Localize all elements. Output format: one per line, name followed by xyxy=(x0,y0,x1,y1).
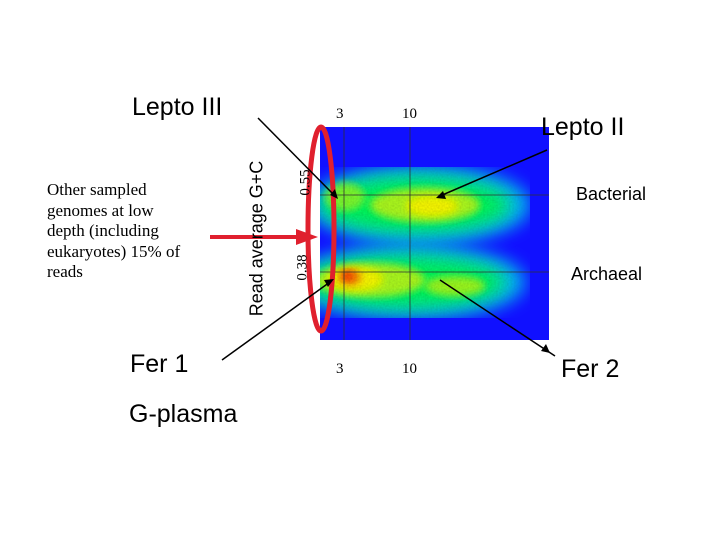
label-bacterial: Bacterial xyxy=(576,184,647,204)
y-axis-label: Read average G+C xyxy=(246,160,267,317)
pointer-lepto-iii xyxy=(257,117,336,197)
note-line: depth (including xyxy=(47,221,159,240)
y-tick-0-55: 0.55 xyxy=(297,169,314,196)
pointer-lines xyxy=(221,117,556,361)
label-archaeal: Archaeal xyxy=(571,264,643,284)
label-lepto-iii: Lepto III xyxy=(132,93,223,121)
note-line: reads xyxy=(47,262,83,281)
label-g-plasma: G-plasma xyxy=(129,400,238,428)
x-tick-3-bottom: 3 xyxy=(336,361,344,377)
label-fer-1: Fer 1 xyxy=(130,350,189,378)
label-fer-2: Fer 2 xyxy=(561,355,620,383)
note-line: eukaryotes) 15% of xyxy=(47,241,181,261)
x-tick-10-top: 10 xyxy=(402,106,417,122)
note-other-genomes: Other sampled genomes at low depth (incl… xyxy=(47,180,232,283)
pointer-lepto-ii xyxy=(439,149,548,197)
bacterial-cluster xyxy=(320,167,530,243)
note-line: Other sampled xyxy=(47,180,147,199)
note-line: genomes at low xyxy=(47,200,154,220)
label-lepto-ii: Lepto II xyxy=(541,113,625,141)
gc-heatmap xyxy=(320,127,549,340)
archaeal-cluster xyxy=(320,246,525,318)
x-tick-10-bottom: 10 xyxy=(402,361,417,377)
pointer-fer-1 xyxy=(221,281,331,361)
pointer-fer-2 xyxy=(439,279,556,357)
note-arrow xyxy=(210,229,318,245)
y-tick-0-38: 0.38 xyxy=(294,254,311,281)
highlight-ellipse xyxy=(305,124,337,334)
x-tick-3-top: 3 xyxy=(336,106,344,122)
